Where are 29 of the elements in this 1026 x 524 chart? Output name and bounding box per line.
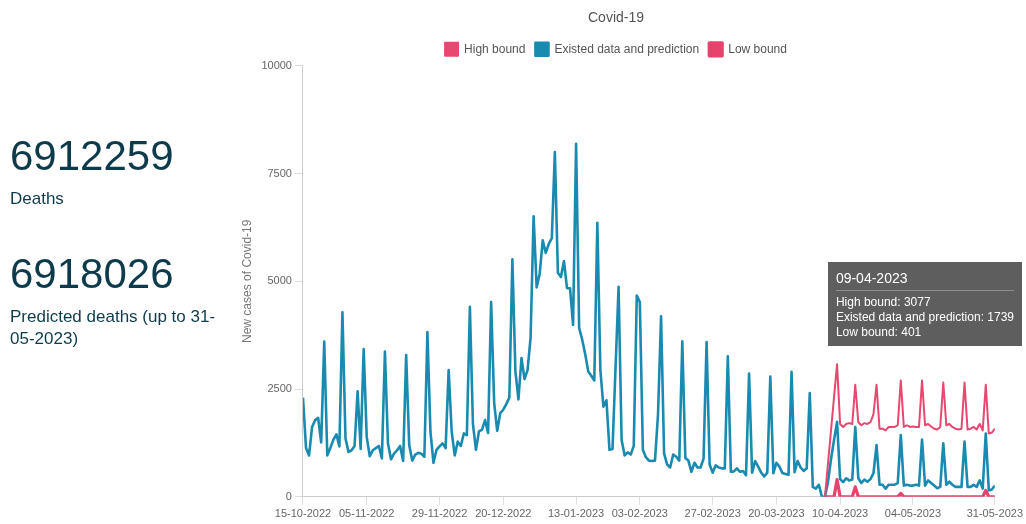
x-tick-label: 29-11-2022: [411, 507, 468, 520]
text: Predicted deaths (up to 31-05-2023): [10, 306, 217, 350]
y-axis-title: New cases of Covid-19: [239, 219, 254, 343]
x-tick-label: 27-02-2023: [684, 507, 741, 520]
annotation: Existed data and prediction: 1739: [835, 310, 1014, 325]
chart-title: Covid-19: [587, 9, 645, 26]
x-tick-label: 15-10-2022: [274, 507, 332, 520]
x-tick-label: 20-03-2023: [748, 507, 805, 520]
annotation: 09-04-2023: [835, 268, 1014, 291]
annotation: High bound: 3077: [835, 295, 932, 310]
text: Deaths: [10, 188, 65, 210]
y-tick-label: 10000: [261, 58, 292, 71]
y-tick-label: 5000: [267, 274, 292, 287]
x-tick-label: 03-02-2023: [611, 507, 668, 520]
x-tick-label: 31-05-2023: [966, 507, 1024, 520]
legend-label: Existed data and prediction: [554, 41, 700, 56]
text: 6912259: [10, 132, 175, 180]
text: 6918026: [10, 250, 175, 298]
legend-label: Low bound: [728, 41, 787, 56]
x-tick-label: 10-04-2023: [811, 507, 869, 520]
x-tick-label: 05-11-2022: [338, 507, 395, 520]
y-tick-label: 0: [285, 489, 292, 502]
annotation: Low bound: 401: [835, 325, 923, 340]
x-tick-label: 13-01-2023: [547, 507, 605, 520]
y-tick-label: 7500: [267, 166, 292, 179]
y-tick-label: 2500: [267, 382, 292, 395]
legend-label: High bound: [464, 41, 526, 56]
x-tick-label: 20-12-2022: [475, 507, 532, 520]
x-tick-label: 04-05-2023: [884, 507, 942, 520]
